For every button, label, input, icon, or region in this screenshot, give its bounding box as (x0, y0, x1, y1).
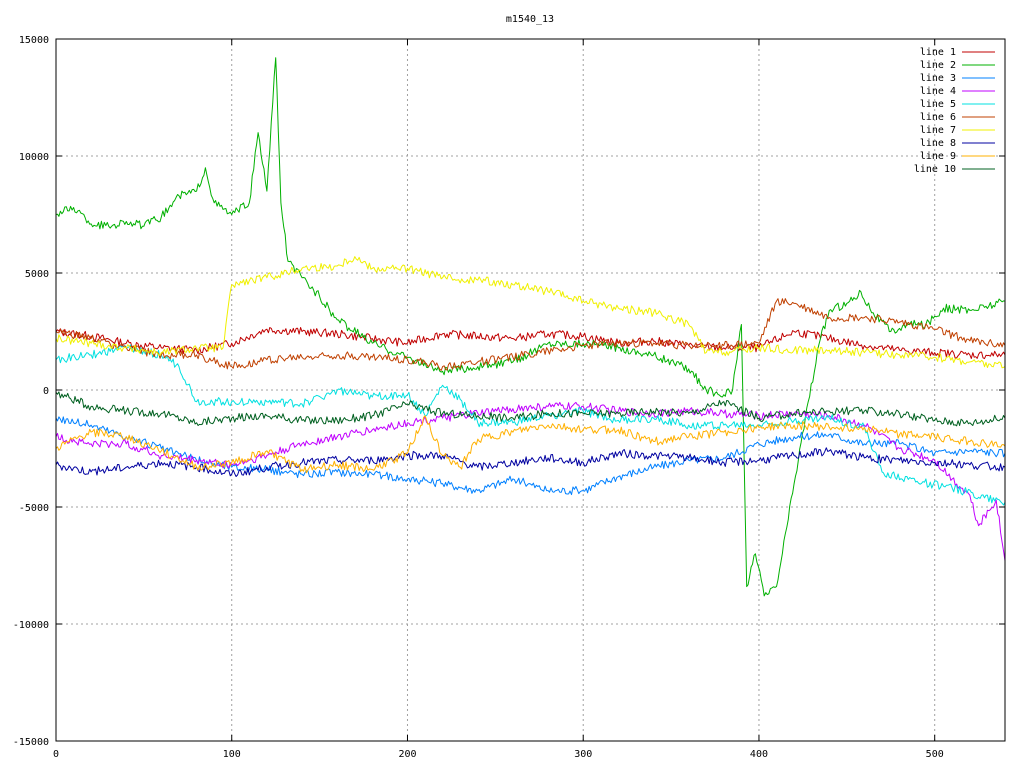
chart-title: m1540_13 (506, 14, 554, 25)
legend-label: line 6 (920, 112, 956, 123)
grid (56, 39, 1005, 741)
series-line-3 (55, 416, 1006, 496)
y-tick-label: 15000 (19, 35, 49, 46)
y-tick-label: -10000 (13, 620, 49, 631)
series-line-5 (55, 344, 1006, 506)
series-line-1 (55, 327, 1006, 360)
legend: line 1 line 2 line 3 line 4 line 5 line 6 line… (914, 47, 995, 175)
x-tick-label: 300 (574, 749, 592, 760)
series-line-4 (55, 401, 1006, 561)
x-tick-label: 500 (926, 749, 944, 760)
legend-label: line 8 (920, 138, 956, 149)
series-line-7 (55, 256, 1006, 369)
y-tick-label: 0 (43, 386, 49, 397)
series-line-8 (55, 447, 1006, 477)
legend-label: line 9 (920, 151, 956, 162)
x-tick-label: 0 (53, 749, 59, 760)
legend-label: line 10 (914, 164, 956, 175)
series-line-6 (55, 298, 1006, 371)
legend-label: line 1 (920, 47, 956, 58)
legend-label: line 2 (920, 60, 956, 71)
legend-label: line 5 (920, 99, 956, 110)
x-tick-label: 100 (223, 749, 241, 760)
series-line-9 (55, 415, 1006, 474)
legend-label: line 3 (920, 73, 956, 84)
y-tick-label: 10000 (19, 152, 49, 163)
y-tick-label: -15000 (13, 737, 49, 748)
series-line-2 (55, 57, 1006, 597)
axis-ticks: -15000 -10000 -5000 0 5000 10000 15000 0 100 200 3… (13, 35, 1005, 760)
legend-label: line 4 (920, 86, 956, 97)
series-lines (55, 57, 1006, 597)
series-line-10 (55, 391, 1006, 427)
legend-label: line 7 (920, 125, 956, 136)
y-tick-label: 5000 (25, 269, 49, 280)
x-tick-label: 400 (750, 749, 768, 760)
y-tick-label: -5000 (19, 503, 49, 514)
x-tick-label: 200 (398, 749, 416, 760)
